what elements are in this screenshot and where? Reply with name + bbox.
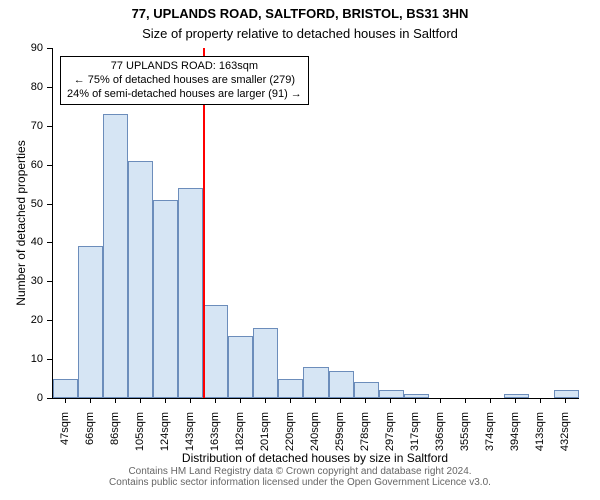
x-tick-label: 220sqm — [284, 412, 296, 462]
chart-root: 77, UPLANDS ROAD, SALTFORD, BRISTOL, BS3… — [0, 0, 600, 500]
y-tick-label: 80 — [0, 81, 43, 93]
x-tick — [540, 398, 541, 403]
bar — [103, 114, 128, 398]
bar — [128, 161, 153, 398]
x-tick — [365, 398, 366, 403]
x-tick-label: 86sqm — [109, 412, 121, 462]
bar — [379, 390, 404, 398]
bar — [228, 336, 253, 398]
x-tick — [240, 398, 241, 403]
y-tick — [47, 204, 52, 205]
chart-title-line2: Size of property relative to detached ho… — [0, 26, 600, 41]
x-tick-label: 163sqm — [209, 412, 221, 462]
x-tick — [440, 398, 441, 403]
x-tick-label: 66sqm — [84, 412, 96, 462]
annotation-line2: ← 75% of detached houses are smaller (27… — [67, 74, 302, 88]
footer: Contains HM Land Registry data © Crown c… — [0, 466, 600, 488]
y-tick — [47, 242, 52, 243]
x-tick-label: 355sqm — [459, 412, 471, 462]
x-tick-label: 240sqm — [309, 412, 321, 462]
bar — [554, 390, 579, 398]
bar — [253, 328, 278, 398]
y-tick-label: 60 — [0, 159, 43, 171]
bar — [303, 367, 328, 398]
x-tick-label: 182sqm — [234, 412, 246, 462]
y-tick-label: 10 — [0, 353, 43, 365]
footer-line1: Contains HM Land Registry data © Crown c… — [0, 466, 600, 477]
y-tick — [47, 359, 52, 360]
y-tick-label: 30 — [0, 275, 43, 287]
x-tick — [390, 398, 391, 403]
x-tick-label: 374sqm — [484, 412, 496, 462]
y-tick — [47, 165, 52, 166]
x-tick — [190, 398, 191, 403]
bar — [278, 379, 303, 398]
y-tick-label: 40 — [0, 236, 43, 248]
x-tick — [290, 398, 291, 403]
x-tick-label: 394sqm — [509, 412, 521, 462]
y-tick-label: 90 — [0, 42, 43, 54]
bar — [153, 200, 178, 398]
footer-line2: Contains public sector information licen… — [0, 477, 600, 488]
y-tick-label: 50 — [0, 198, 43, 210]
bar — [178, 188, 203, 398]
x-tick — [490, 398, 491, 403]
y-tick — [47, 320, 52, 321]
bar — [53, 379, 78, 398]
x-tick — [415, 398, 416, 403]
x-tick — [215, 398, 216, 403]
bar — [78, 246, 103, 398]
y-tick — [47, 48, 52, 49]
x-tick — [65, 398, 66, 403]
y-tick — [47, 126, 52, 127]
x-tick-label: 105sqm — [134, 412, 146, 462]
y-tick — [47, 87, 52, 88]
x-tick — [90, 398, 91, 403]
x-tick-label: 317sqm — [409, 412, 421, 462]
x-tick-label: 201sqm — [259, 412, 271, 462]
x-tick — [115, 398, 116, 403]
annotation-line1: 77 UPLANDS ROAD: 163sqm — [67, 60, 302, 74]
x-tick — [565, 398, 566, 403]
y-tick-label: 0 — [0, 392, 43, 404]
x-tick — [140, 398, 141, 403]
annotation-box: 77 UPLANDS ROAD: 163sqm ← 75% of detache… — [60, 56, 309, 105]
x-tick-label: 143sqm — [184, 412, 196, 462]
x-tick-label: 413sqm — [534, 412, 546, 462]
chart-title-line1: 77, UPLANDS ROAD, SALTFORD, BRISTOL, BS3… — [0, 6, 600, 21]
x-tick — [265, 398, 266, 403]
x-tick-label: 124sqm — [159, 412, 171, 462]
x-tick — [340, 398, 341, 403]
x-tick-label: 47sqm — [59, 412, 71, 462]
x-tick-label: 432sqm — [559, 412, 571, 462]
x-tick — [315, 398, 316, 403]
y-tick-label: 20 — [0, 314, 43, 326]
y-axis-label: Number of detached properties — [14, 48, 28, 398]
annotation-line3: 24% of semi-detached houses are larger (… — [67, 88, 302, 102]
bar — [203, 305, 228, 398]
y-tick-label: 70 — [0, 120, 43, 132]
x-tick-label: 278sqm — [359, 412, 371, 462]
x-tick — [515, 398, 516, 403]
x-tick-label: 259sqm — [334, 412, 346, 462]
bar — [329, 371, 354, 398]
bar — [354, 382, 379, 398]
x-tick-label: 336sqm — [434, 412, 446, 462]
x-tick — [165, 398, 166, 403]
x-tick — [465, 398, 466, 403]
y-tick — [47, 398, 52, 399]
y-tick — [47, 281, 52, 282]
x-tick-label: 297sqm — [384, 412, 396, 462]
